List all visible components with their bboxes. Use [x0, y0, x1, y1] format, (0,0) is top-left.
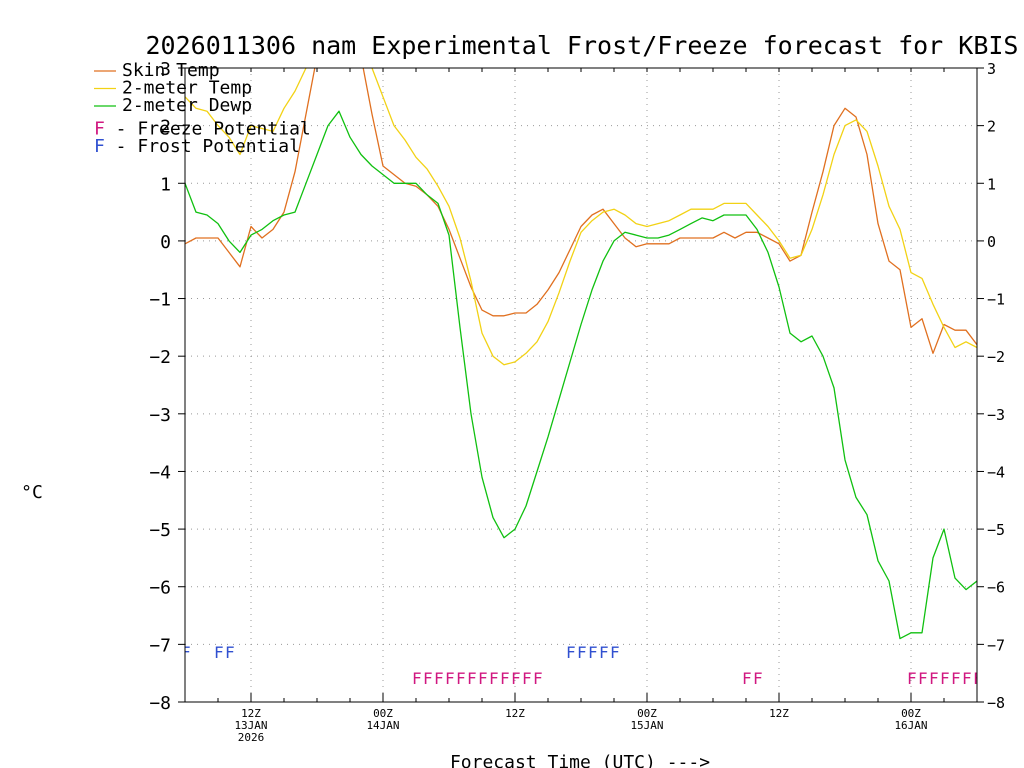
y-tick-label: 1: [987, 175, 996, 193]
legend-label: F - Freeze Potential: [94, 119, 311, 140]
x-tick-label: 00Z: [901, 707, 921, 720]
potential-marker: F: [214, 643, 224, 662]
potential-marker: F: [588, 643, 598, 662]
y-tick-label: −4: [149, 462, 171, 483]
potential-marker: F: [577, 643, 587, 662]
x-tick-label: 12Z: [241, 707, 261, 720]
legend-symbol: F: [94, 119, 105, 140]
y-tick-label: −3: [149, 405, 171, 426]
potential-marker: F: [610, 643, 620, 662]
potential-marker: F: [225, 643, 235, 662]
legend-label: Skin Temp: [122, 60, 220, 81]
potential-marker: F: [500, 669, 510, 688]
potential-marker: F: [973, 669, 983, 688]
grid: [185, 68, 977, 702]
series-line-2-meter-temp: [185, 68, 977, 366]
potential-indicators: FFFFFFFFFFFFFFFFFFFFFFFFFFFFFFFFFFFFFFFF…: [181, 643, 1024, 688]
potential-marker: F: [181, 643, 191, 662]
legend-text: - Freeze Potential: [105, 119, 311, 140]
potential-marker: F: [434, 669, 444, 688]
potential-marker: F: [962, 669, 972, 688]
series-line-skin-temp: [185, 68, 977, 354]
y-tick-label: −1: [149, 290, 171, 311]
potential-marker: F: [984, 669, 994, 688]
potential-marker: F: [467, 669, 477, 688]
potential-marker: F: [489, 669, 499, 688]
y-tick-label: −6: [987, 579, 1005, 597]
x-tick-label: 12Z: [505, 707, 525, 720]
y-tick-label: −7: [149, 635, 171, 656]
x-tick-label: 12Z: [769, 707, 789, 720]
potential-marker: F: [511, 669, 521, 688]
legend-label: 2-meter Temp: [122, 78, 252, 99]
potential-marker: F: [1006, 669, 1016, 688]
potential-marker: F: [940, 669, 950, 688]
chart-title: 2026011306 nam Experimental Frost/Freeze…: [146, 31, 1019, 60]
potential-marker: F: [522, 669, 532, 688]
potential-marker: F: [423, 669, 433, 688]
x-axis-label: Forecast Time (UTC) --->: [450, 752, 710, 768]
y-tick-label: −5: [149, 520, 171, 541]
potential-marker: F: [412, 669, 422, 688]
x-tick-label: 16JAN: [894, 719, 927, 732]
potential-marker: F: [445, 669, 455, 688]
y-tick-label: −5: [987, 521, 1005, 539]
x-tick-label: 13JAN: [234, 719, 267, 732]
legend-symbol: F: [94, 136, 105, 157]
y-tick-label: −2: [987, 348, 1005, 366]
y-tick-label: 0: [160, 232, 171, 253]
x-tick-label: 14JAN: [366, 719, 399, 732]
potential-marker: F: [566, 643, 576, 662]
y-tick-label: −7: [987, 636, 1005, 654]
potential-marker: F: [907, 669, 917, 688]
potential-marker: F: [478, 669, 488, 688]
y-tick-label: −1: [987, 291, 1005, 309]
y-axis-label: °C: [21, 482, 43, 503]
series-lines: [185, 68, 977, 640]
y-tick-label: 0: [987, 233, 996, 251]
y-tick-label: 3: [987, 60, 996, 78]
potential-marker: F: [951, 669, 961, 688]
y-tick-label: 1: [160, 174, 171, 195]
y-tick-label: 2: [160, 117, 171, 138]
y-tick-label: −3: [987, 406, 1005, 424]
y-tick-label: −6: [149, 578, 171, 599]
legend-text: - Frost Potential: [105, 136, 300, 157]
legend-label: F - Frost Potential: [94, 136, 300, 157]
x-tick-label: 00Z: [373, 707, 393, 720]
series-line-2-meter-dewp: [185, 110, 977, 640]
y-tick-label: −4: [987, 463, 1005, 481]
potential-marker: F: [533, 669, 543, 688]
legend-label: 2-meter Dewp: [122, 95, 252, 116]
potential-marker: F: [995, 669, 1005, 688]
y-axis-left: −8 −7 −6 −5 −4 −3 −2 −1 0 1 2 3: [149, 59, 185, 714]
potential-marker: F: [742, 669, 752, 688]
y-axis-right: −8 −7 −6 −5 −4 −3 −2 −1 0 1 2 3: [977, 60, 1005, 712]
potential-marker: F: [918, 669, 928, 688]
x-tick-label: 00Z: [637, 707, 657, 720]
plot-frame: [184, 67, 978, 703]
y-tick-label: 2: [987, 118, 996, 136]
x-tick-label: 2026: [238, 731, 265, 744]
y-tick-label: 3: [160, 59, 171, 80]
potential-marker: F: [599, 643, 609, 662]
y-tick-label: −8: [149, 693, 171, 714]
potential-marker: F: [753, 669, 763, 688]
potential-marker: F: [929, 669, 939, 688]
y-tick-label: −8: [987, 694, 1005, 712]
potential-marker: F: [1017, 669, 1024, 688]
potential-marker: F: [456, 669, 466, 688]
x-tick-label: 15JAN: [630, 719, 663, 732]
y-tick-label: −2: [149, 347, 171, 368]
